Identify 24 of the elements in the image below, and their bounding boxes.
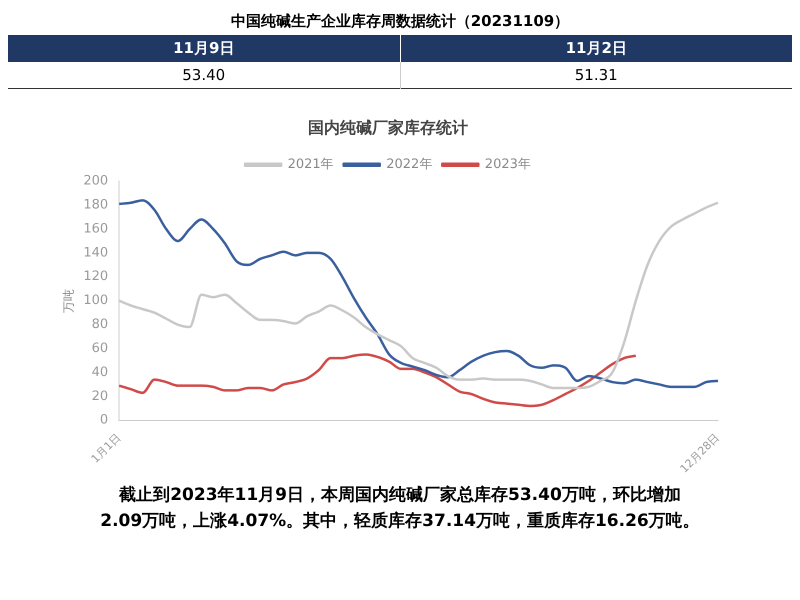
y-tick-label: 140 bbox=[83, 245, 108, 260]
text: 53.40 bbox=[8, 62, 400, 88]
legend-label: 2023年 bbox=[484, 157, 531, 172]
text: 51.31 bbox=[574, 65, 619, 86]
y-tick-label: 120 bbox=[83, 269, 108, 284]
y-tick-label: 180 bbox=[83, 197, 108, 212]
legend-label: 2021年 bbox=[288, 157, 334, 172]
y-axis-title: 万吨 bbox=[61, 288, 76, 313]
y-tick-label: 60 bbox=[92, 340, 108, 356]
legend-label: 2022年 bbox=[386, 157, 432, 172]
y-tick-label: 0 bbox=[100, 412, 108, 428]
y-tick-label: 100 bbox=[83, 293, 108, 308]
y-tick-label: 160 bbox=[83, 221, 108, 236]
x-tick-label: 12月28日 bbox=[678, 430, 722, 476]
line-series bbox=[118, 353, 638, 408]
y-tick-label: 20 bbox=[92, 388, 108, 404]
x-tick-label: 1月1日 bbox=[88, 430, 124, 466]
text: 11月9日 bbox=[8, 35, 400, 62]
chart-title: 国内纯碱厂家库存统计 bbox=[308, 118, 468, 137]
y-tick-label: 200 bbox=[83, 174, 108, 189]
text: 中国纯碱生产企业库存周数据统计（20231109） bbox=[230, 11, 570, 32]
y-tick-label: 80 bbox=[92, 317, 108, 332]
y-tick-label: 40 bbox=[92, 364, 108, 380]
text: 截止到2023年11月9日，本周国内纯碱厂家总库存53.40万吨，环比增加2.09万吨，上涨4.07%。其中，轻质库存37.14万吨，重质库存16.26万吨。 bbox=[100, 484, 700, 532]
